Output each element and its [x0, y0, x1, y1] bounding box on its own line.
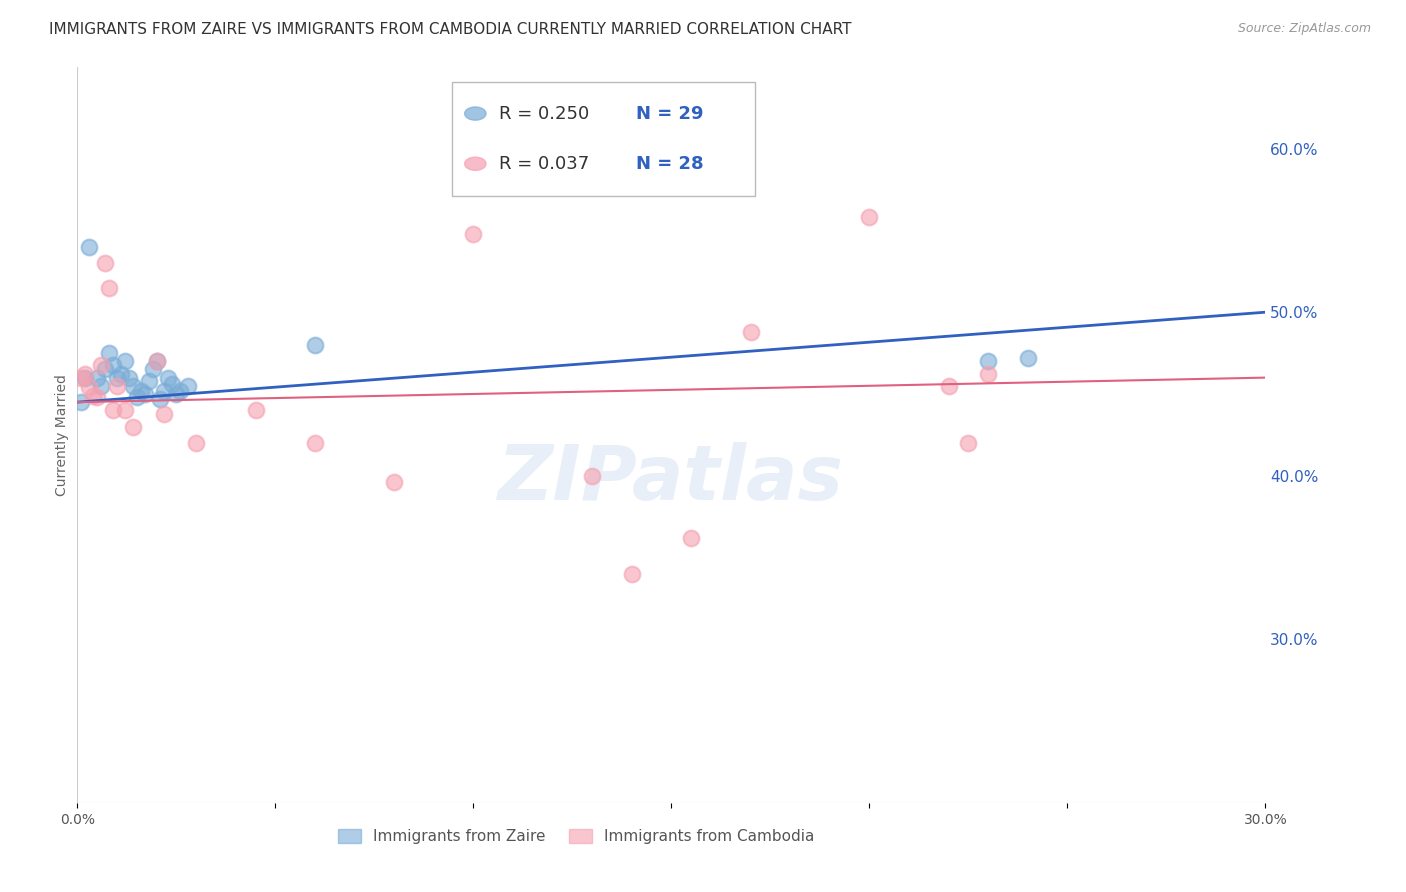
- Point: [105, 370, 128, 384]
- Point: [105, 378, 128, 392]
- Point: [121, 419, 143, 434]
- Point: [620, 566, 643, 581]
- Point: [304, 436, 326, 450]
- Point: [165, 387, 187, 401]
- Point: [1017, 351, 1039, 365]
- Point: [86, 390, 108, 404]
- Circle shape: [464, 157, 486, 170]
- Y-axis label: Currently Married: Currently Married: [55, 374, 69, 496]
- Text: ZIPatlas: ZIPatlas: [498, 442, 845, 516]
- Point: [101, 403, 124, 417]
- Point: [153, 384, 176, 398]
- Point: [145, 354, 167, 368]
- Point: [142, 362, 165, 376]
- Point: [82, 388, 104, 402]
- Text: N = 28: N = 28: [636, 154, 703, 173]
- Point: [94, 362, 117, 376]
- Point: [86, 370, 108, 384]
- Point: [957, 436, 980, 450]
- Point: [129, 384, 152, 398]
- Point: [114, 354, 136, 368]
- Point: [94, 256, 117, 270]
- Text: N = 29: N = 29: [636, 104, 703, 122]
- Circle shape: [464, 107, 486, 120]
- Point: [70, 370, 93, 384]
- Point: [110, 368, 132, 382]
- Point: [740, 325, 762, 339]
- Text: R = 0.037: R = 0.037: [499, 154, 589, 173]
- Point: [581, 468, 603, 483]
- Point: [90, 378, 112, 392]
- Point: [118, 370, 141, 384]
- Point: [177, 378, 200, 392]
- Point: [149, 392, 172, 406]
- Point: [134, 387, 156, 401]
- Point: [138, 374, 160, 388]
- Point: [125, 390, 148, 404]
- Point: [938, 378, 960, 392]
- Point: [101, 358, 124, 372]
- Point: [382, 475, 405, 490]
- Point: [98, 280, 121, 294]
- Point: [169, 384, 191, 398]
- Point: [245, 403, 267, 417]
- Point: [463, 227, 485, 241]
- Point: [162, 377, 184, 392]
- Point: [145, 354, 167, 368]
- Point: [977, 368, 1000, 382]
- Point: [121, 378, 143, 392]
- Point: [75, 368, 97, 382]
- Point: [77, 240, 100, 254]
- Point: [153, 407, 176, 421]
- Point: [304, 338, 326, 352]
- Point: [681, 531, 703, 545]
- Text: Source: ZipAtlas.com: Source: ZipAtlas.com: [1237, 22, 1371, 36]
- Point: [114, 403, 136, 417]
- Point: [77, 380, 100, 394]
- Point: [858, 211, 880, 225]
- Point: [977, 354, 1000, 368]
- Text: R = 0.250: R = 0.250: [499, 104, 589, 122]
- FancyBboxPatch shape: [451, 81, 755, 195]
- Point: [75, 370, 97, 384]
- Legend: Immigrants from Zaire, Immigrants from Cambodia: Immigrants from Zaire, Immigrants from C…: [332, 823, 821, 850]
- Point: [90, 358, 112, 372]
- Point: [70, 395, 93, 409]
- Point: [157, 370, 180, 384]
- Point: [98, 346, 121, 360]
- Text: IMMIGRANTS FROM ZAIRE VS IMMIGRANTS FROM CAMBODIA CURRENTLY MARRIED CORRELATION : IMMIGRANTS FROM ZAIRE VS IMMIGRANTS FROM…: [49, 22, 852, 37]
- Point: [186, 436, 208, 450]
